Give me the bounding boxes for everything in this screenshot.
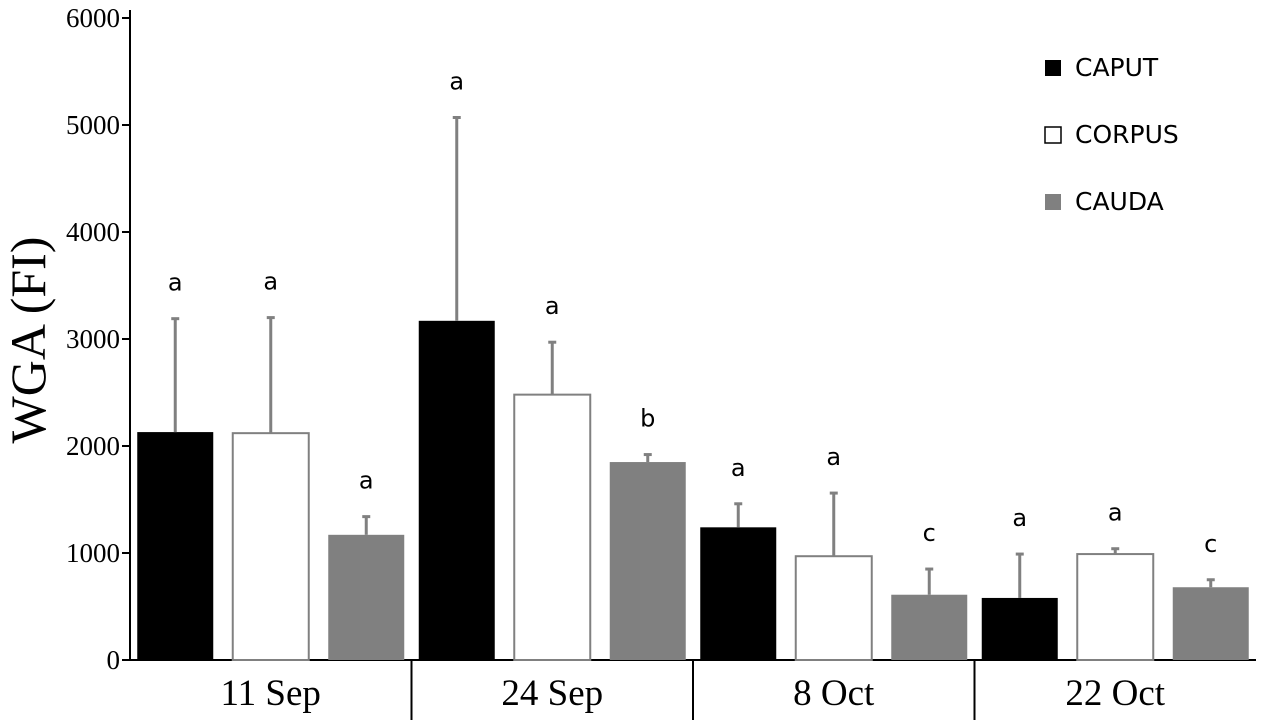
y-tick-label: 6000 — [66, 3, 120, 33]
y-tick-label: 1000 — [66, 538, 120, 568]
y-axis: 0 1000 2000 3000 4000 5000 6000 — [66, 3, 131, 675]
bar-cauda-3 — [1172, 587, 1249, 660]
y-tick-label: 3000 — [66, 324, 120, 354]
significance-letter: a — [359, 467, 374, 495]
y-axis-label: WGA (FI) — [0, 237, 56, 444]
y-tick-label: 2000 — [66, 431, 120, 461]
bar-series-group — [137, 320, 1249, 662]
bar-cauda-2 — [891, 594, 968, 660]
y-tick-label: 4000 — [66, 217, 120, 247]
significance-letter: a — [1108, 499, 1123, 527]
significance-letter: c — [923, 519, 936, 547]
bar-corpus-2 — [794, 555, 873, 662]
legend-label-caput: CAPUT — [1075, 53, 1159, 82]
x-category-label: 11 Sep — [221, 673, 321, 714]
legend-label-cauda: CAUDA — [1075, 187, 1164, 216]
y-tick-label: 0 — [107, 645, 121, 675]
significance-letter: a — [1012, 504, 1027, 532]
bar-cauda-0 — [328, 534, 405, 660]
x-axis: 11 Sep 24 Sep 8 Oct 22 Oct — [130, 659, 1256, 720]
significance-letter: a — [545, 292, 560, 320]
legend: CAPUT CORPUS CAUDA — [1044, 53, 1179, 216]
legend-swatch-corpus — [1044, 126, 1062, 144]
significance-letter: a — [731, 454, 746, 482]
x-category-label: 8 Oct — [793, 673, 875, 714]
x-category-label: 22 Oct — [1065, 673, 1165, 714]
x-category-label: 24 Sep — [501, 673, 603, 714]
legend-swatch-cauda — [1045, 194, 1061, 210]
bar-corpus-3 — [1076, 553, 1155, 662]
bar-cauda-1 — [609, 462, 686, 660]
bar-corpus-0 — [231, 432, 310, 661]
significance-letter: a — [826, 443, 841, 471]
significance-letter: b — [640, 405, 655, 433]
y-tick-label: 5000 — [66, 110, 120, 140]
bar-caput-2 — [700, 527, 777, 660]
bar-corpus-1 — [513, 393, 592, 661]
significance-letters-group: a a a a a b a a c a a c — [168, 68, 1217, 558]
significance-letter: a — [449, 68, 464, 96]
legend-swatch-caput — [1045, 60, 1061, 76]
bar-caput-3 — [981, 597, 1058, 660]
error-bars-group — [171, 116, 1215, 598]
significance-letter: a — [168, 269, 183, 297]
bar-caput-0 — [137, 432, 214, 660]
significance-letter: c — [1204, 530, 1217, 558]
bar-caput-1 — [418, 320, 495, 660]
significance-letter: a — [263, 268, 278, 296]
legend-label-corpus: CORPUS — [1075, 120, 1179, 149]
